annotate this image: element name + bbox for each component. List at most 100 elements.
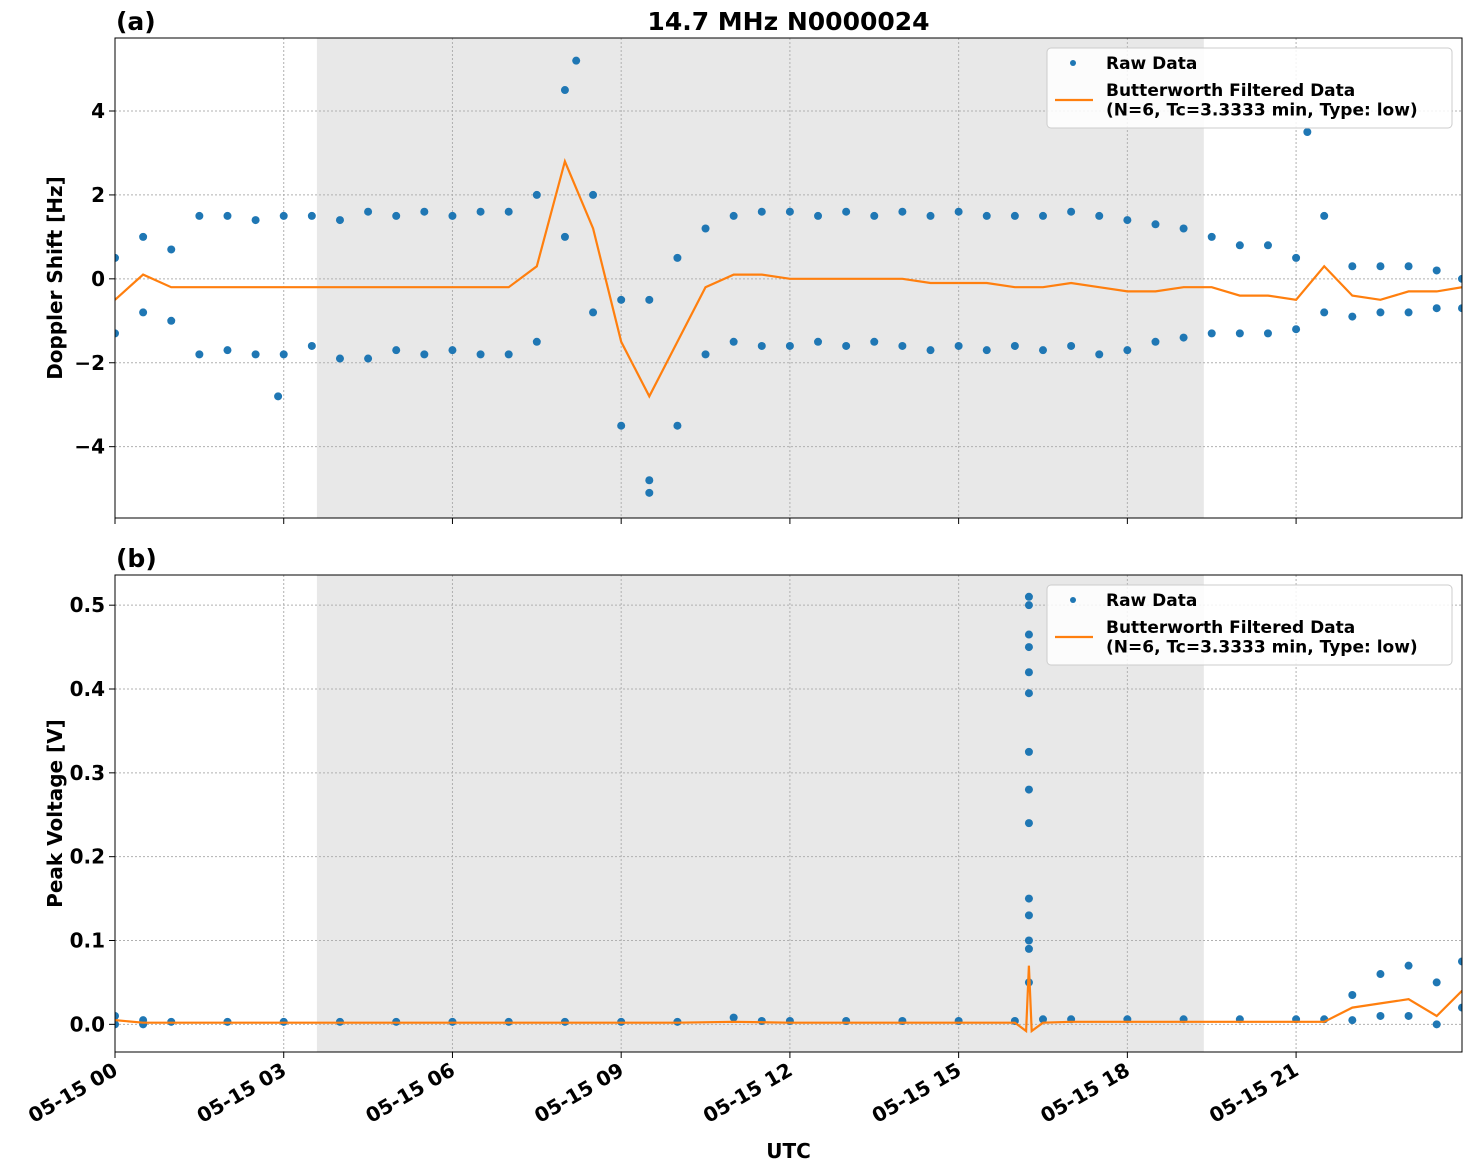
raw-point [115,1011,119,1020]
raw-point [1010,211,1019,220]
raw-point [842,341,851,350]
raw-point [729,1013,738,1022]
raw-point [364,354,373,363]
raw-point [1024,936,1033,945]
raw-point [1376,1011,1385,1020]
raw-point [1458,957,1462,966]
raw-point [1348,262,1357,271]
raw-point [1432,1020,1441,1029]
raw-point [1432,266,1441,275]
panel: 05-15 00 05-15 03 05-15 06 05-15 09 05-15 12… [24,544,1463,1163]
raw-point [645,295,654,304]
raw-point [1207,329,1216,338]
x-tick-label: 05-15 15 [868,1058,966,1128]
raw-point [532,337,541,346]
plot-area [115,592,1462,1034]
raw-point [1024,785,1033,794]
raw-point [1303,127,1312,136]
raw-point [1010,341,1019,350]
raw-point [274,392,283,401]
raw-point [1376,262,1385,271]
y-tick-label: 0.1 [70,929,105,953]
raw-point [1151,337,1160,346]
raw-point [1067,341,1076,350]
x-tick-label: 05-15 21 [1205,1058,1303,1128]
raw-point [279,211,288,220]
raw-point [1404,308,1413,317]
raw-point [560,86,569,95]
legend: Raw Data Butterworth Filtered Data (N=6, T… [1046,584,1453,666]
raw-point [532,190,541,199]
raw-point [589,190,598,199]
axes-frame [114,37,1463,519]
legend-label: Butterworth Filtered Data (N=6, Tc=3.3333… [1106,81,1418,121]
raw-point [1348,312,1357,321]
raw-point [279,350,288,359]
raw-point [898,207,907,216]
raw-point [757,207,766,216]
raw-point [870,337,879,346]
raw-point [223,211,232,220]
y-tick-label: 0 [91,267,105,291]
raw-point [1024,592,1033,601]
raw-point [307,341,316,350]
raw-point [673,253,682,262]
filtered-line [115,965,1462,1034]
raw-point [673,421,682,430]
legend-label: Raw Data [1106,591,1197,611]
raw-point [1123,216,1132,225]
raw-point [115,253,119,262]
axes-frame [114,574,1463,1053]
raw-point [645,476,654,485]
raw-point [504,207,513,216]
y-tick-label: 0.5 [70,593,105,617]
raw-point [1024,630,1033,639]
raw-point [617,421,626,430]
raw-point [1458,274,1462,283]
legend-marker [1070,597,1076,603]
legend-label: Raw Data [1106,54,1197,74]
y-axis-label: Doppler Shift [Hz] [43,176,67,380]
raw-point [420,350,429,359]
x-tick-label: 05-15 09 [530,1058,628,1128]
raw-point [167,245,176,254]
raw-point [982,346,991,355]
legend-box [1046,584,1453,666]
filtered-line [115,158,1462,399]
raw-point [223,346,232,355]
raw-point [1320,211,1329,220]
raw-point [1404,262,1413,271]
raw-point [139,232,148,241]
raw-point [1038,211,1047,220]
raw-point [814,211,823,220]
raw-point [115,1020,119,1029]
x-tick-label: 05-15 06 [361,1058,459,1128]
y-tick-label: −2 [74,351,105,375]
raw-point [1024,911,1033,920]
raw-point [1067,207,1076,216]
raw-point [1458,1003,1462,1012]
raw-point [1292,253,1301,262]
y-tick-label: 0.3 [70,761,105,785]
legend-box [1046,47,1453,129]
raw-point [476,207,485,216]
raw-point [814,337,823,346]
plot-area [115,56,1462,497]
raw-point [335,216,344,225]
x-tick-label: 05-15 12 [699,1058,797,1128]
raw-point [1432,304,1441,313]
raw-point [1458,304,1462,313]
raw-point [1432,978,1441,987]
raw-point [364,207,373,216]
legend: Raw Data Butterworth Filtered Data (N=6, T… [1046,47,1453,129]
raw-point [1038,1015,1047,1024]
panel-label: (a) [116,7,156,36]
raw-point [476,350,485,359]
x-tick-label: 05-15 03 [193,1058,291,1128]
raw-point [1024,643,1033,652]
raw-point [1263,329,1272,338]
chart-title: 14.7 MHz N0000024 [647,7,929,36]
raw-point [757,1016,766,1025]
raw-point [1348,1016,1357,1025]
